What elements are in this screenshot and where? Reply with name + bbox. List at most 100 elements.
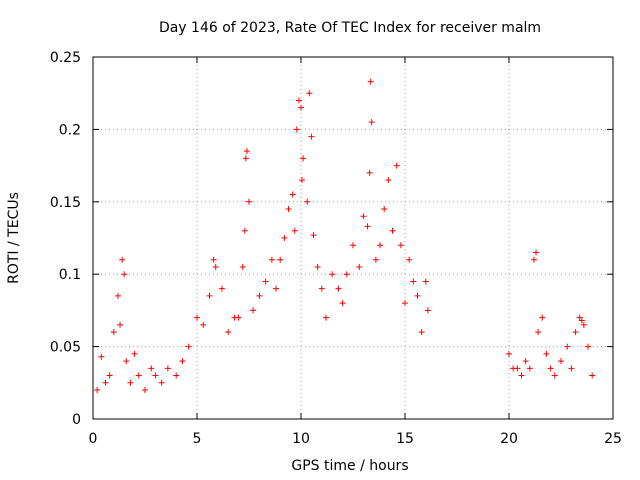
- data-point: [304, 198, 311, 205]
- data-point: [572, 329, 579, 336]
- data-point: [173, 372, 180, 379]
- data-point: [568, 365, 575, 372]
- data-point: [152, 372, 159, 379]
- data-point: [200, 321, 207, 328]
- data-point: [314, 263, 321, 270]
- data-point: [547, 365, 554, 372]
- data-point: [366, 169, 373, 176]
- data-point: [543, 350, 550, 357]
- y-axis-label: ROTI / TECUs: [6, 192, 22, 284]
- data-point: [94, 387, 101, 394]
- data-point: [335, 285, 342, 292]
- data-point: [530, 256, 537, 263]
- data-point: [102, 379, 109, 386]
- axis-ticks: [92, 56, 614, 420]
- data-point: [293, 126, 300, 133]
- data-point: [406, 256, 413, 263]
- data-point: [372, 256, 379, 263]
- data-point: [580, 321, 587, 328]
- data-point: [299, 177, 306, 184]
- data-point: [377, 242, 384, 249]
- data-point: [364, 223, 371, 230]
- data-point: [289, 191, 296, 198]
- data-point: [522, 358, 529, 365]
- data-point: [578, 317, 585, 324]
- data-point: [110, 329, 117, 336]
- x-tick-label: 10: [292, 431, 310, 447]
- data-point: [243, 148, 250, 155]
- plot-frame: [92, 56, 614, 420]
- data-point: [179, 358, 186, 365]
- data-point: [131, 350, 138, 357]
- data-point: [322, 314, 329, 321]
- data-point: [318, 285, 325, 292]
- data-point: [127, 379, 134, 386]
- data-point: [306, 90, 313, 97]
- data-point: [589, 372, 596, 379]
- data-point: [310, 232, 317, 239]
- y-tick-label: 0.05: [50, 340, 81, 356]
- data-point: [539, 314, 546, 321]
- data-point: [277, 256, 284, 263]
- data-point: [268, 256, 275, 263]
- data-point: [185, 343, 192, 350]
- data-point: [367, 78, 374, 85]
- data-point: [350, 242, 356, 249]
- grid-layer: [93, 57, 613, 419]
- data-point: [381, 206, 388, 213]
- data-point: [123, 358, 130, 365]
- data-point: [218, 285, 225, 292]
- y-tick-label: 0: [72, 412, 81, 428]
- data-point: [506, 350, 512, 357]
- data-point: [518, 372, 525, 379]
- data-point: [235, 314, 242, 321]
- x-tick-label: 25: [604, 431, 622, 447]
- data-point: [514, 365, 521, 372]
- data-point: [418, 329, 425, 336]
- data-point: [121, 271, 128, 278]
- data-point: [558, 358, 564, 365]
- data-point: [242, 155, 249, 162]
- data-point: [273, 285, 280, 292]
- data-point: [360, 213, 367, 220]
- data-point: [256, 292, 263, 299]
- data-point: [117, 321, 124, 328]
- data-point: [533, 249, 540, 256]
- y-tick-label: 0.2: [59, 122, 81, 138]
- data-point: [119, 256, 126, 263]
- data-point: [339, 300, 346, 307]
- data-point: [356, 263, 363, 270]
- data-point: [343, 271, 350, 278]
- data-point: [402, 300, 408, 307]
- data-point: [239, 263, 246, 270]
- data-point: [135, 372, 142, 379]
- data-point: [206, 292, 213, 299]
- y-tick-label: 0.15: [50, 195, 81, 211]
- data-point: [250, 307, 257, 314]
- y-tick-label: 0.25: [50, 50, 81, 66]
- data-point: [424, 307, 431, 314]
- data-point: [295, 97, 302, 104]
- data-point: [298, 104, 304, 111]
- x-tick-label: 5: [193, 431, 202, 447]
- x-tick-label: 20: [500, 431, 518, 447]
- data-point: [291, 227, 298, 234]
- data-point: [241, 227, 248, 234]
- data-point: [281, 235, 288, 241]
- data-point: [194, 314, 200, 321]
- data-point: [397, 242, 404, 249]
- data-point: [329, 271, 336, 278]
- data-point: [300, 155, 307, 162]
- data-point: [148, 365, 155, 372]
- y-tick-labels: 0 0.05 0.1 0.15 0.2 0.25: [50, 50, 81, 428]
- data-point: [164, 365, 171, 372]
- data-point: [114, 292, 121, 299]
- data-point: [410, 278, 417, 285]
- x-tick-label: 15: [396, 431, 414, 447]
- data-point: [368, 119, 375, 126]
- data-point: [246, 198, 252, 205]
- data-point: [526, 365, 533, 372]
- data-point: [158, 379, 165, 386]
- y-tick-label: 0.1: [59, 267, 81, 283]
